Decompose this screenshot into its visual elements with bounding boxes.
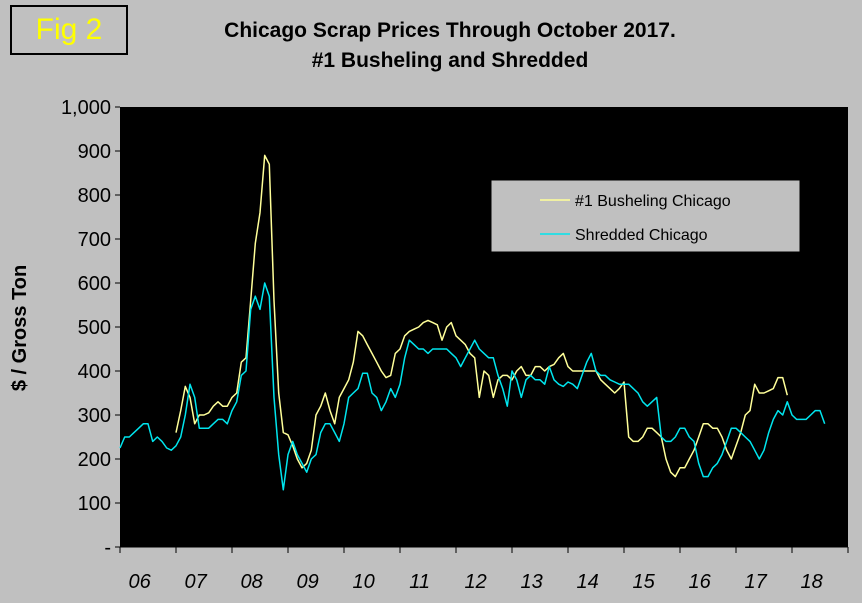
y-tick-label: 500 <box>78 317 111 339</box>
y-tick-label: - <box>104 537 111 559</box>
y-tick-label: 700 <box>78 229 111 251</box>
x-tick-label: 13 <box>520 571 542 593</box>
y-tick-label: 400 <box>78 361 111 383</box>
legend-box <box>491 180 800 252</box>
y-tick-label: 1,000 <box>61 97 111 119</box>
series-line-busheling <box>175 154 789 478</box>
chart-title: Chicago Scrap Prices Through October 201… <box>224 19 676 42</box>
chart-subtitle: #1 Busheling and Shredded <box>311 49 589 72</box>
x-tick-label: 18 <box>800 571 822 593</box>
legend-label-busheling: #1 Busheling Chicago <box>575 193 731 210</box>
x-tick-label: 09 <box>296 571 318 593</box>
legend-label-shredded: Shredded Chicago <box>575 227 708 244</box>
x-tick-label: 10 <box>352 571 374 593</box>
series-line-shredded <box>119 282 826 491</box>
x-tick-label: 17 <box>744 571 767 593</box>
x-tick-label: 14 <box>576 571 598 593</box>
y-tick-label: 900 <box>78 141 111 163</box>
x-tick-label: 15 <box>632 571 655 593</box>
x-tick-label: 11 <box>409 571 430 593</box>
x-tick-label: 06 <box>128 571 151 593</box>
plot-area <box>120 107 848 547</box>
x-tick-label: 08 <box>240 571 262 593</box>
y-tick-label: 300 <box>78 405 111 427</box>
figure-label: Fig 2 <box>10 5 128 55</box>
y-tick-label: 200 <box>78 449 111 471</box>
y-axis-label: $ / Gross Ton <box>9 265 31 391</box>
y-tick-label: 800 <box>78 185 111 207</box>
x-tick-label: 07 <box>184 571 207 593</box>
legend: #1 Busheling Chicago Shredded Chicago <box>491 180 800 252</box>
y-tick-label: 600 <box>78 273 111 295</box>
y-tick-label: 100 <box>78 493 111 515</box>
x-tick-label: 16 <box>688 571 711 593</box>
x-tick-label: 12 <box>464 571 486 593</box>
